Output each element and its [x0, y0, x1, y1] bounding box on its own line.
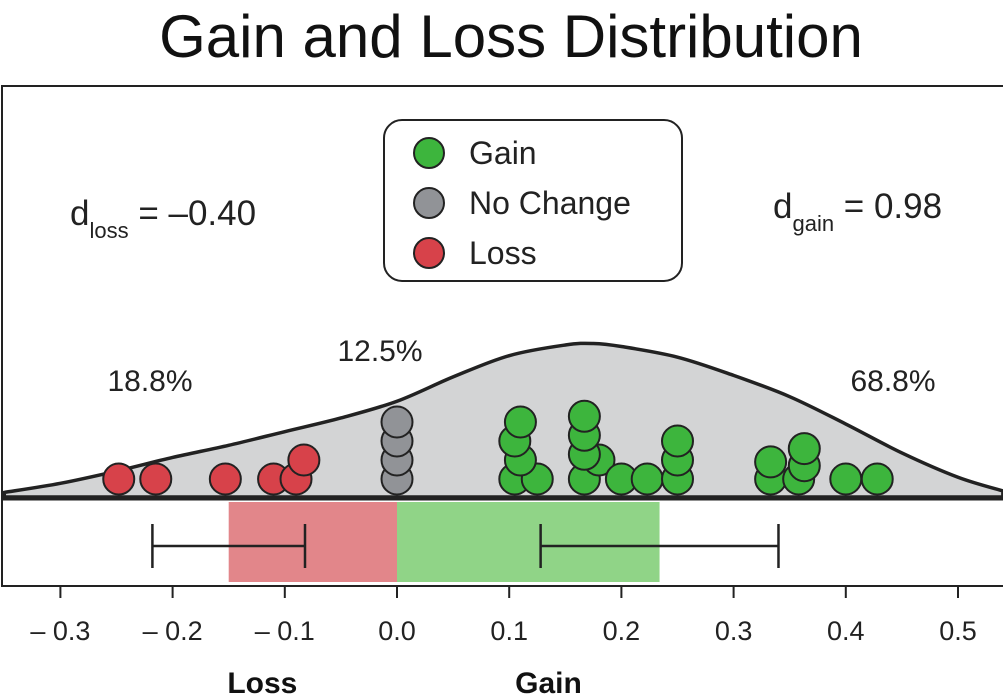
d-gain-subscript: gain: [792, 211, 834, 236]
legend-box: [383, 119, 683, 282]
plot-frame: [1, 85, 1003, 587]
legend: Gain No Change Loss: [383, 119, 683, 282]
gain-dot: [860, 462, 894, 496]
pct-loss-label: 18.8%: [107, 365, 192, 398]
d-loss-base: d: [70, 194, 89, 233]
gain-dot: [661, 424, 694, 458]
legend-loss-marker: [413, 237, 445, 269]
loss-dot: [287, 443, 321, 477]
legend-loss-label: Loss: [469, 235, 537, 271]
legend-gain-marker: [413, 137, 445, 169]
no-change-dot: [380, 405, 414, 439]
d-loss-annotation: dloss = –0.40: [70, 194, 256, 243]
x-axis-loss-label: Loss: [227, 667, 297, 698]
loss-dot: [139, 462, 173, 496]
x-tick-label: – 0.1: [255, 616, 315, 646]
x-axis-ticks: – 0.3 – 0.2 – 0.1 0.0 0.1 0.2 0.3 0.4 0.5: [30, 586, 977, 646]
d-gain-value: = 0.98: [834, 187, 942, 226]
x-tick-label: 0.0: [378, 616, 416, 646]
chart-title: Gain and Loss Distribution: [159, 3, 863, 70]
d-loss-value: = –0.40: [129, 194, 256, 233]
x-tick-label: 0.3: [715, 616, 753, 646]
x-tick-label: – 0.3: [30, 616, 90, 646]
gain-dot: [787, 432, 821, 466]
legend-no-change-label: No Change: [469, 185, 631, 221]
density-curve: [2, 341, 1003, 499]
loss-bar: [228, 502, 397, 582]
pct-no-change-label: 12.5%: [337, 335, 422, 368]
x-axis-gain-label: Gain: [515, 667, 582, 698]
loss-dot: [208, 462, 242, 496]
d-gain-annotation: dgain = 0.98: [773, 187, 942, 236]
x-tick-label: – 0.2: [143, 616, 203, 646]
gain-dot: [754, 445, 788, 479]
intervals-layer: [151, 524, 780, 568]
pct-gain-label: 68.8%: [850, 365, 935, 398]
x-tick-label: 0.1: [490, 616, 528, 646]
gain-bar: [397, 502, 660, 582]
loss-interval: [151, 524, 307, 568]
x-tick-label: 0.5: [939, 616, 977, 646]
d-gain-base: d: [773, 187, 792, 226]
gain-dot: [567, 399, 601, 433]
d-loss-subscript: loss: [89, 218, 128, 243]
loss-dot: [102, 462, 136, 496]
x-tick-label: 0.4: [827, 616, 865, 646]
x-tick-label: 0.2: [603, 616, 641, 646]
gain-dot: [630, 462, 664, 496]
gain-dot: [503, 405, 537, 439]
legend-no-change-marker: [413, 187, 445, 219]
gain-dot: [829, 462, 863, 496]
legend-gain-label: Gain: [469, 135, 537, 171]
dots-layer: [102, 399, 894, 496]
gain-interval: [539, 524, 780, 568]
